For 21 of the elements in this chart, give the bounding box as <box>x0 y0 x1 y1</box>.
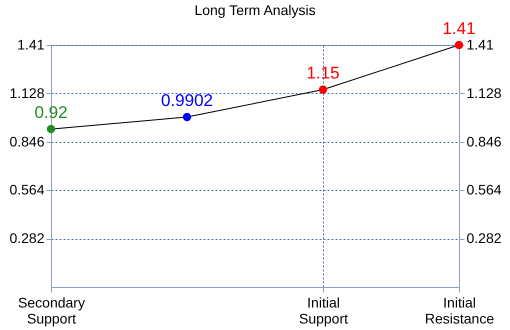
data-label: 1.15 <box>306 64 340 83</box>
y-tick-label: 0.282 <box>9 230 45 246</box>
y-tick-label: 0.564 <box>9 182 45 198</box>
y-tick-label: 1.128 <box>9 84 45 101</box>
point <box>318 85 328 94</box>
point <box>182 112 192 122</box>
x-tick-label: Initial Support <box>298 294 348 326</box>
y-tick-label: 1.41 <box>17 36 45 52</box>
x-tick-label: Secondary Support <box>18 294 85 326</box>
y2-tick-label: 0.846 <box>466 133 502 150</box>
y-tick-label: 0.846 <box>9 133 45 150</box>
point <box>46 124 56 134</box>
data-label: 1.41 <box>442 19 476 38</box>
y2-tick-label: 0.564 <box>466 182 502 198</box>
data-label: 0.9902 <box>161 91 213 110</box>
y2-tick-label: 1.41 <box>466 36 494 52</box>
y2-tick-label: 1.128 <box>466 84 502 101</box>
y2-tick-label: 0.282 <box>466 230 502 246</box>
chart-title: Long Term Analysis <box>194 2 316 18</box>
data-label: 0.92 <box>34 103 68 122</box>
x-tick-label: Initial Resistance <box>424 294 494 326</box>
